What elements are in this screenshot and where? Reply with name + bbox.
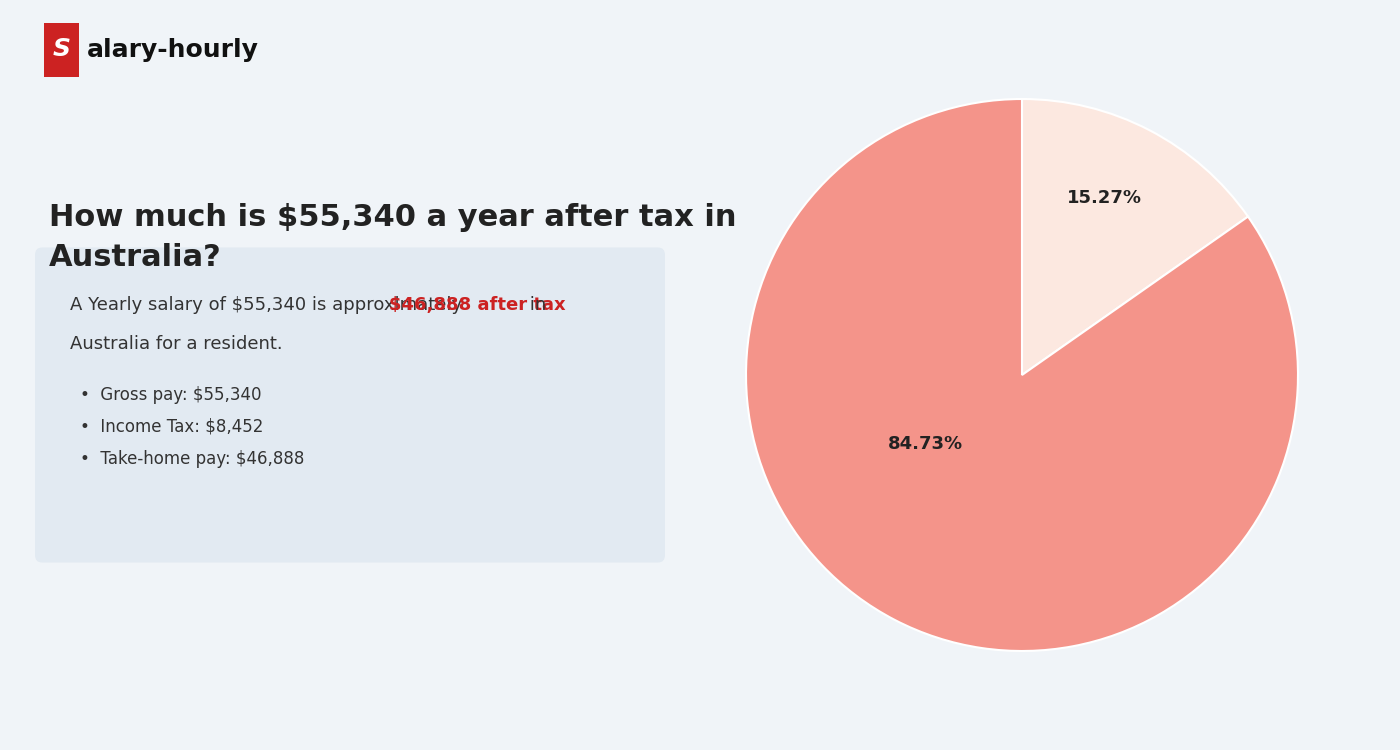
Text: Australia for a resident.: Australia for a resident. (70, 335, 283, 353)
FancyBboxPatch shape (45, 22, 80, 76)
Text: 84.73%: 84.73% (888, 435, 963, 453)
Text: $46,888 after tax: $46,888 after tax (389, 296, 566, 314)
FancyBboxPatch shape (35, 248, 665, 562)
Text: in: in (524, 296, 546, 314)
Text: •  Gross pay: $55,340: • Gross pay: $55,340 (81, 386, 262, 404)
Wedge shape (1022, 99, 1247, 375)
Text: A Yearly salary of $55,340 is approximately: A Yearly salary of $55,340 is approximat… (70, 296, 468, 314)
Text: alary-hourly: alary-hourly (87, 38, 259, 62)
Text: •  Take-home pay: $46,888: • Take-home pay: $46,888 (81, 450, 305, 468)
Text: 15.27%: 15.27% (1067, 189, 1142, 207)
Text: •  Income Tax: $8,452: • Income Tax: $8,452 (81, 418, 263, 436)
Text: S: S (53, 38, 70, 62)
Text: How much is $55,340 a year after tax in
Australia?: How much is $55,340 a year after tax in … (49, 202, 736, 272)
Wedge shape (746, 99, 1298, 651)
